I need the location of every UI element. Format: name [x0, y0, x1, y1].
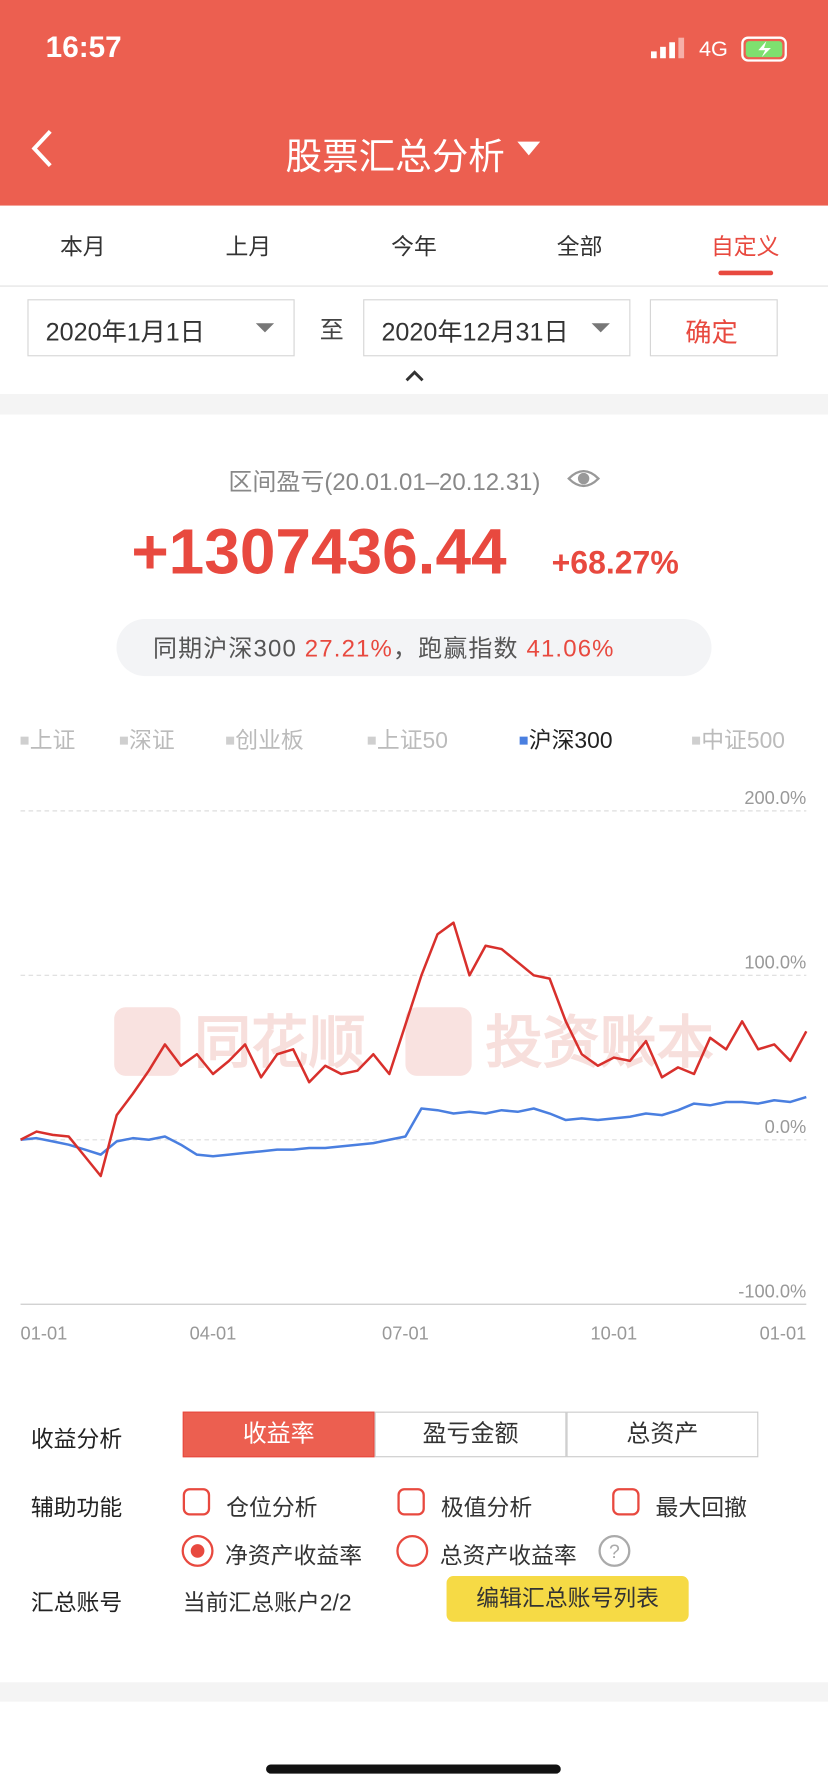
- compare-text: 同期沪深300 27.21%，跑赢指数 41.06%: [153, 630, 615, 664]
- status-icons: [650, 36, 787, 62]
- separator: 至: [319, 317, 344, 344]
- start-date-text: 2020年1月1日: [45, 317, 205, 347]
- y-tick-label: 200.0%: [744, 787, 806, 808]
- legend-swatch: [226, 736, 235, 745]
- x-tick-label: 01-01: [760, 1323, 807, 1344]
- aux-label: 辅助功能: [30, 1496, 123, 1522]
- account-label: 汇总账号: [30, 1590, 123, 1617]
- watermark-text: 同花顺: [194, 1011, 365, 1075]
- eye-icon[interactable]: [566, 464, 601, 494]
- dropdown-arrow: [517, 141, 541, 156]
- radio[interactable]: [396, 1534, 429, 1567]
- y-tick-label: -100.0%: [738, 1280, 806, 1301]
- amount: +1307436.44: [131, 515, 507, 588]
- tab[interactable]: 上月: [225, 235, 272, 261]
- tab[interactable]: 自定义: [710, 235, 780, 261]
- percent: +68.27%: [551, 544, 679, 581]
- checkbox-label: 极值分析: [440, 1496, 533, 1522]
- beat-value: 41.06%: [526, 636, 615, 663]
- end-date[interactable]: [363, 299, 631, 357]
- segment[interactable]: 总资产: [566, 1411, 759, 1458]
- checkbox[interactable]: [612, 1488, 640, 1516]
- end-date-text: 2020年12月31日: [381, 317, 569, 347]
- home-indicator: [266, 1764, 561, 1774]
- legend-swatch: [119, 736, 128, 745]
- segment[interactable]: 收益率: [182, 1411, 375, 1458]
- segment[interactable]: 盈亏金额: [374, 1411, 567, 1458]
- y-tick-label: 0.0%: [765, 1116, 807, 1137]
- time: 16:57: [45, 29, 122, 64]
- confirm-button[interactable]: [649, 299, 778, 357]
- tab[interactable]: 今年: [391, 235, 437, 261]
- caret: [591, 323, 610, 333]
- legend-label: 深证: [129, 727, 175, 753]
- start-date[interactable]: [27, 299, 295, 357]
- edit-button[interactable]: 编辑汇总账号列表: [446, 1576, 689, 1622]
- divider: [0, 285, 828, 287]
- header: [0, 0, 828, 206]
- section-gap: [0, 1682, 828, 1702]
- section-gap: [0, 394, 828, 415]
- radio-dot: [190, 1544, 205, 1558]
- caret: [255, 323, 275, 333]
- tab[interactable]: 全部: [556, 235, 603, 261]
- y-tick-label: 100.0%: [744, 951, 806, 972]
- legend-label: 沪深300: [529, 727, 613, 753]
- collapse-icon[interactable]: [404, 369, 425, 383]
- legend-swatch: [367, 736, 376, 745]
- x-tick-label: 04-01: [190, 1323, 237, 1344]
- tab-indicator: [717, 270, 773, 276]
- checkbox[interactable]: [182, 1488, 211, 1516]
- network: 4G: [698, 37, 728, 62]
- radio-label: 总资产收益率: [439, 1544, 577, 1570]
- beat-label: ，跑赢指数: [393, 636, 519, 663]
- svg-text:?: ?: [609, 1541, 620, 1563]
- analysis-label: 收益分析: [30, 1427, 123, 1453]
- radio[interactable]: [181, 1534, 214, 1567]
- series-line: [20, 1095, 807, 1158]
- radio-label: 净资产收益率: [224, 1544, 363, 1570]
- legend-label: 中证500: [701, 727, 785, 753]
- nav-title[interactable]: 股票汇总分析: [285, 135, 505, 178]
- x-tick-label: 01-01: [21, 1323, 68, 1344]
- compare-label: 同期沪深300: [153, 636, 297, 663]
- legend-swatch: [692, 736, 701, 745]
- tab[interactable]: 本月: [59, 235, 106, 261]
- confirm-text: 确定: [685, 317, 738, 348]
- legend-swatch: [519, 736, 528, 745]
- chart: 同花顺 投资账本-100.0%0.0%100.0%200.0%01-01 04-01…: [19, 727, 808, 1344]
- back-button[interactable]: [25, 128, 59, 169]
- series-line: [19, 921, 808, 1178]
- x-tick-label: 10-01: [591, 1323, 638, 1344]
- help-icon[interactable]: ?: [597, 1534, 631, 1568]
- checkbox-label: 仓位分析: [226, 1496, 318, 1522]
- legend-label: 上证50: [377, 727, 448, 753]
- checkbox[interactable]: [397, 1488, 425, 1516]
- legend-swatch: [20, 736, 29, 745]
- watermark-logo: [114, 1007, 181, 1076]
- summary-label: 区间盈亏(20.01.01–20.12.31): [228, 469, 541, 496]
- compare-value: 27.21%: [304, 636, 394, 663]
- x-tick-label: 07-01: [382, 1323, 429, 1344]
- account-value: 当前汇总账户2/2: [182, 1590, 352, 1617]
- checkbox-label: 最大回撤: [655, 1496, 747, 1522]
- watermark-logo: [405, 1007, 472, 1076]
- legend-label: 创业板: [235, 727, 304, 753]
- legend-label: 上证: [30, 727, 76, 753]
- compare-pill: [116, 619, 712, 677]
